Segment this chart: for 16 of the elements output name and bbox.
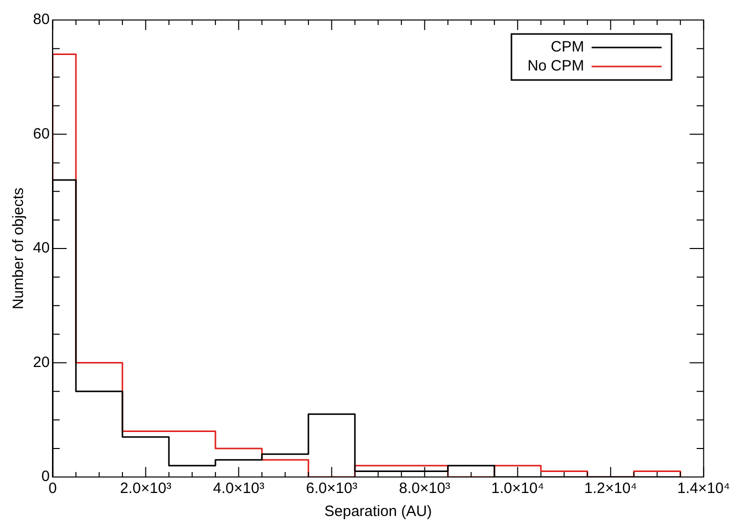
y-tick-label: 0 xyxy=(41,468,50,486)
y-tick-label: 80 xyxy=(32,11,50,28)
legend-label: CPM xyxy=(550,38,584,56)
x-tick-label: 1.4×10⁴ xyxy=(677,480,730,498)
x-axis-title: Separation (AU) xyxy=(324,503,432,520)
y-tick-label: 60 xyxy=(32,125,50,142)
x-tick-label: 6.0×10³ xyxy=(306,480,358,498)
x-tick-label: 2.0×10³ xyxy=(120,480,172,498)
y-axis-title: Number of objects xyxy=(10,188,28,310)
y-tick-label: 20 xyxy=(32,354,50,371)
x-tick-label: 8.0×10³ xyxy=(399,480,450,498)
legend-label: No CPM xyxy=(527,58,584,75)
x-tick-label: 4.0×10³ xyxy=(213,480,264,498)
x-tick-label: 1.0×10⁴ xyxy=(491,480,544,498)
y-tick-label: 40 xyxy=(32,240,50,257)
x-tick-label: 1.2×10⁴ xyxy=(584,480,638,498)
